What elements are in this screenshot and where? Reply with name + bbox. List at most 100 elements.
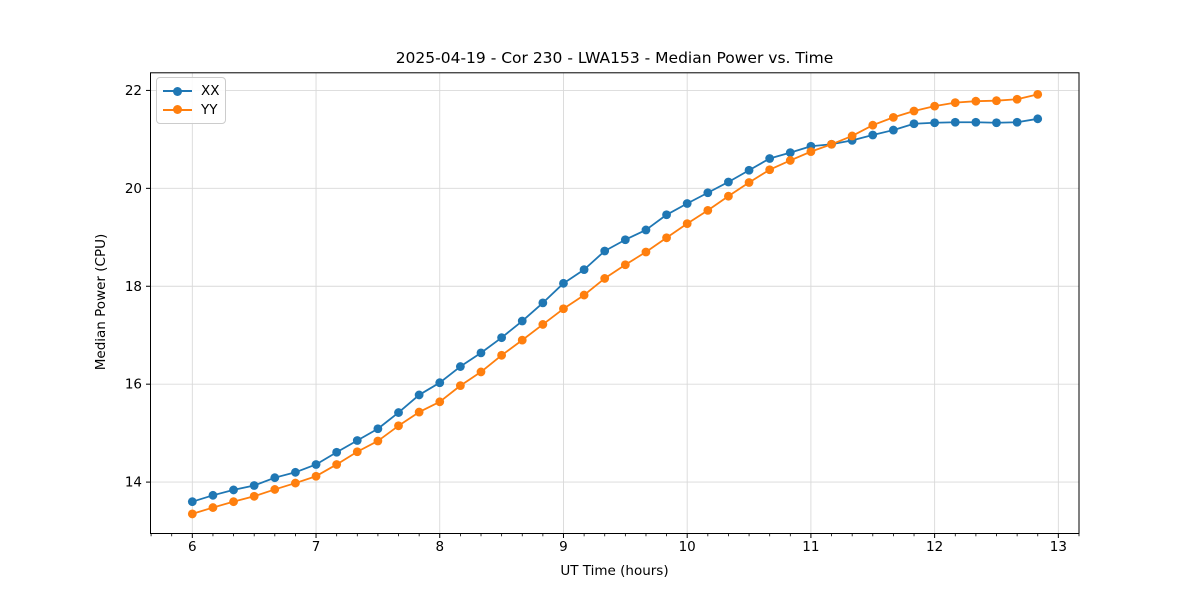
y-tick-label: 22 [125,83,142,99]
data-point-xx [662,210,671,220]
data-point-xx [600,246,610,256]
data-point-xx [888,125,898,135]
data-point-xx [868,130,878,140]
data-point-xx [455,362,465,371]
data-point-yy [682,219,692,228]
data-point-yy [497,350,507,360]
data-point-yy [373,436,383,446]
data-point-yy [744,178,754,187]
data-point-yy [249,491,259,501]
legend-label: YY [201,101,218,118]
data-point-xx [394,408,403,417]
data-point-yy [455,381,465,391]
x-tick-label: 10 [679,539,696,555]
data-point-xx [785,148,795,158]
data-point-xx [414,390,424,400]
data-point-xx [1033,114,1043,124]
data-point-yy [827,139,836,149]
data-point-xx [950,117,960,127]
data-point-xx [249,481,259,490]
data-point-xx [476,348,486,358]
data-point-xx [435,378,445,388]
data-point-yy [435,397,445,407]
series-line-xx [191,117,1039,503]
data-point-xx [311,460,321,469]
data-point-yy [291,478,300,488]
x-tick-label: 8 [435,539,444,555]
data-point-xx [703,188,713,198]
data-point-xx [1012,117,1022,127]
data-point-yy [662,233,671,243]
data-point-yy [311,471,321,481]
data-point-xx [620,235,630,245]
data-point-xx [270,473,280,483]
data-point-yy [352,447,362,457]
data-point-yy [641,247,651,257]
data-point-yy [208,503,218,512]
x-axis-label: UT Time (hours) [560,563,669,579]
x-tick-label: 9 [559,539,568,555]
x-tick-label: 13 [1050,539,1067,555]
y-tick-label: 20 [125,181,142,197]
series-line-yy [191,93,1039,515]
legend-row: XX [163,82,220,101]
data-point-xx [538,298,548,308]
data-point-yy [806,147,816,157]
y-tick-label: 14 [125,475,142,491]
data-point-xx [930,118,940,128]
data-point-xx [992,118,1001,128]
data-point-xx [229,485,238,495]
data-point-xx [765,154,775,163]
data-point-yy [703,205,713,215]
data-point-yy [517,335,527,345]
data-point-yy [909,106,919,116]
data-point-yy [950,98,960,108]
legend-label: XX [201,83,220,100]
legend-row: YY [163,101,219,120]
data-point-xx [971,117,981,127]
axes-spines [150,72,1080,535]
x-tick-label: 6 [188,539,197,555]
data-point-xx [517,316,527,326]
data-point-yy [868,120,878,130]
legend-line-marker-icon [163,86,192,96]
data-point-yy [414,407,424,417]
data-point-xx [291,467,300,477]
data-point-yy [620,260,630,270]
data-point-yy [847,131,857,141]
data-point-yy [476,367,486,377]
y-tick-label: 18 [125,279,142,295]
data-point-yy [971,96,981,106]
data-point-xx [373,424,383,434]
data-point-yy [765,165,775,175]
data-point-xx [208,490,218,500]
data-point-yy [600,274,610,283]
data-point-yy [538,320,548,329]
data-point-yy [559,304,568,314]
data-point-yy [930,101,940,111]
data-point-yy [229,497,238,507]
data-point-xx [579,265,589,275]
legend: XX YY [156,77,226,124]
legend-line-marker-icon [163,105,192,115]
data-point-yy [888,112,898,122]
data-point-yy [724,191,733,201]
data-point-yy [187,509,197,519]
data-point-xx [332,447,342,457]
data-point-xx [724,177,733,187]
y-tick-label: 16 [125,377,142,393]
data-point-xx [909,119,919,129]
data-point-xx [744,165,754,175]
data-point-yy [332,460,342,469]
data-point-yy [394,421,403,431]
data-point-yy [270,485,280,494]
x-tick-label: 11 [802,539,819,555]
data-point-xx [641,225,651,235]
data-point-xx [187,497,197,507]
data-point-xx [352,436,362,445]
data-point-xx [682,199,692,208]
chart-title: 2025-04-19 - Cor 230 - LWA153 - Median P… [395,49,834,67]
data-point-yy [1033,89,1043,99]
